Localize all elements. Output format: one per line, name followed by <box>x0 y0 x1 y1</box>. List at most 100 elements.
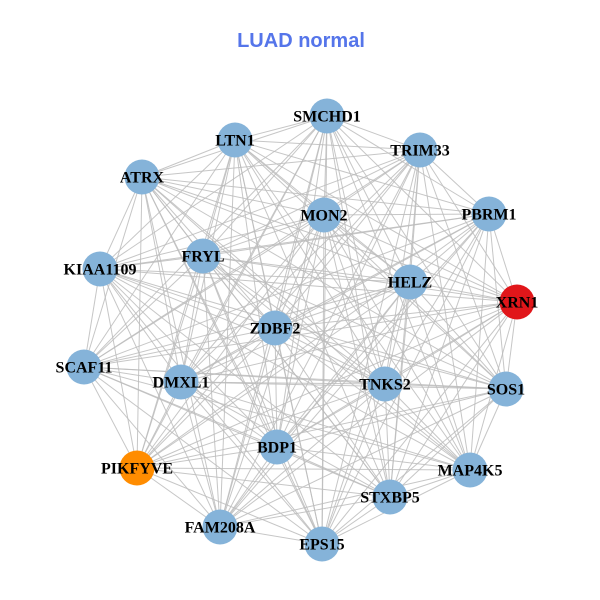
edge-TRIM33-SOS1 <box>419 149 507 390</box>
edge-KIAA1109-XRN1 <box>99 268 518 303</box>
edge-ZDBF2-PIKFYVE <box>136 327 276 469</box>
edge-TNKS2-FAM208A <box>219 383 386 528</box>
edge-FRYL-EPS15 <box>202 255 323 545</box>
node-PBRM1 <box>471 196 507 232</box>
edge-BDP1-EPS15 <box>276 446 323 545</box>
edge-XRN1-ZDBF2 <box>274 301 518 329</box>
edge-MON2-DMXL1 <box>180 214 325 383</box>
edge-PBRM1-MON2 <box>323 213 490 216</box>
node-label-DMXL1: DMXL1 <box>153 375 210 392</box>
node-SCAF11 <box>66 349 102 385</box>
edge-SMCHD1-FRYL <box>202 115 328 257</box>
edge-TRIM33-XRN1 <box>419 149 518 303</box>
edge-PBRM1-KIAA1109 <box>99 213 490 270</box>
node-label-MAP4K5: MAP4K5 <box>438 463 503 480</box>
edge-MON2-HELZ <box>323 214 411 283</box>
node-label-ATRX: ATRX <box>120 170 165 187</box>
edge-SOS1-STXBP5 <box>389 388 507 498</box>
node-FAM208A <box>202 509 238 545</box>
node-TNKS2 <box>367 366 403 402</box>
edge-TNKS2-PIKFYVE <box>136 383 386 469</box>
edge-MON2-PIKFYVE <box>136 214 325 469</box>
edge-ZDBF2-BDP1 <box>274 327 278 448</box>
plot-title: LUAD normal <box>237 30 365 52</box>
edge-XRN1-DMXL1 <box>180 301 518 383</box>
node-LTN1 <box>217 122 253 158</box>
edge-HELZ-SCAF11 <box>83 281 411 368</box>
edge-PBRM1-FAM208A <box>219 213 490 528</box>
edge-SCAF11-STXBP5 <box>83 366 391 498</box>
node-KIAA1109 <box>82 251 118 287</box>
edge-HELZ-PIKFYVE <box>136 281 411 469</box>
edge-FRYL-SOS1 <box>202 255 507 390</box>
edge-ATRX-PIKFYVE <box>136 176 143 469</box>
edge-DMXL1-SOS1 <box>180 381 507 390</box>
node-label-ZDBF2: ZDBF2 <box>250 321 301 338</box>
edge-ZDBF2-STXBP5 <box>274 327 391 498</box>
edge-TRIM33-ATRX <box>141 149 421 178</box>
node-label-PIKFYVE: PIKFYVE <box>101 461 173 478</box>
edge-DMXL1-MAP4K5 <box>180 381 471 471</box>
edge-SCAF11-FAM208A <box>83 366 221 528</box>
node-label-BDP1: BDP1 <box>257 440 297 457</box>
edge-DMXL1-BDP1 <box>180 381 278 448</box>
edge-XRN1-FAM208A <box>219 301 518 528</box>
edge-TNKS2-BDP1 <box>276 383 386 448</box>
edge-TRIM33-KIAA1109 <box>99 149 421 270</box>
edge-XRN1-STXBP5 <box>389 301 518 498</box>
node-label-EPS15: EPS15 <box>299 537 344 554</box>
node-BDP1 <box>259 429 295 465</box>
edge-PBRM1-STXBP5 <box>389 213 490 498</box>
edge-KIAA1109-TNKS2 <box>99 268 386 385</box>
edge-MON2-SOS1 <box>323 214 507 390</box>
edge-MAP4K5-FAM208A <box>219 469 471 528</box>
edge-SOS1-EPS15 <box>321 388 507 545</box>
node-label-SCAF11: SCAF11 <box>56 360 113 377</box>
node-label-SOS1: SOS1 <box>487 382 525 399</box>
edge-PIKFYVE-MAP4K5 <box>136 467 471 471</box>
node-HELZ <box>392 264 428 300</box>
edge-MON2-BDP1 <box>276 214 325 448</box>
edge-BDP1-STXBP5 <box>276 446 391 498</box>
edge-ZDBF2-TNKS2 <box>274 327 386 385</box>
node-label-KIAA1109: KIAA1109 <box>64 262 137 279</box>
edge-SMCHD1-ZDBF2 <box>274 115 328 329</box>
edge-TNKS2-EPS15 <box>321 383 386 545</box>
edge-SCAF11-EPS15 <box>83 366 323 545</box>
edge-PIKFYVE-STXBP5 <box>136 467 391 498</box>
edge-FRYL-MAP4K5 <box>202 255 471 471</box>
edge-LTN1-FAM208A <box>219 139 236 528</box>
node-label-PBRM1: PBRM1 <box>461 207 516 224</box>
edge-SMCHD1-STXBP5 <box>326 115 391 498</box>
node-label-STXBP5: STXBP5 <box>360 490 420 507</box>
node-PIKFYVE <box>119 450 155 486</box>
edge-SCAF11-PIKFYVE <box>83 366 138 469</box>
node-FRYL <box>185 238 221 274</box>
node-label-SMCHD1: SMCHD1 <box>293 109 361 126</box>
edge-SCAF11-MAP4K5 <box>83 366 471 471</box>
edge-ATRX-HELZ <box>141 176 411 283</box>
edge-ATRX-MON2 <box>141 176 325 216</box>
edge-TRIM33-EPS15 <box>321 149 421 545</box>
node-EPS15 <box>304 526 340 562</box>
node-ATRX <box>124 159 160 195</box>
edge-MON2-MAP4K5 <box>323 214 471 471</box>
edge-TRIM33-SCAF11 <box>83 149 421 368</box>
edge-HELZ-ZDBF2 <box>274 281 411 329</box>
edge-HELZ-BDP1 <box>276 281 411 448</box>
edge-PBRM1-SOS1 <box>488 213 507 390</box>
node-SMCHD1 <box>309 98 345 134</box>
edge-MON2-ZDBF2 <box>274 214 325 329</box>
edge-HELZ-XRN1 <box>409 281 518 303</box>
edge-TRIM33-DMXL1 <box>180 149 421 383</box>
edge-PBRM1-EPS15 <box>321 213 490 545</box>
node-STXBP5 <box>372 479 408 515</box>
edge-KIAA1109-ZDBF2 <box>99 268 276 329</box>
edge-MON2-TNKS2 <box>323 214 386 385</box>
node-TRIM33 <box>402 132 438 168</box>
edge-KIAA1109-DMXL1 <box>99 268 182 383</box>
node-label-TRIM33: TRIM33 <box>390 143 450 160</box>
edge-ZDBF2-SOS1 <box>274 327 507 390</box>
edge-FRYL-XRN1 <box>202 255 518 303</box>
